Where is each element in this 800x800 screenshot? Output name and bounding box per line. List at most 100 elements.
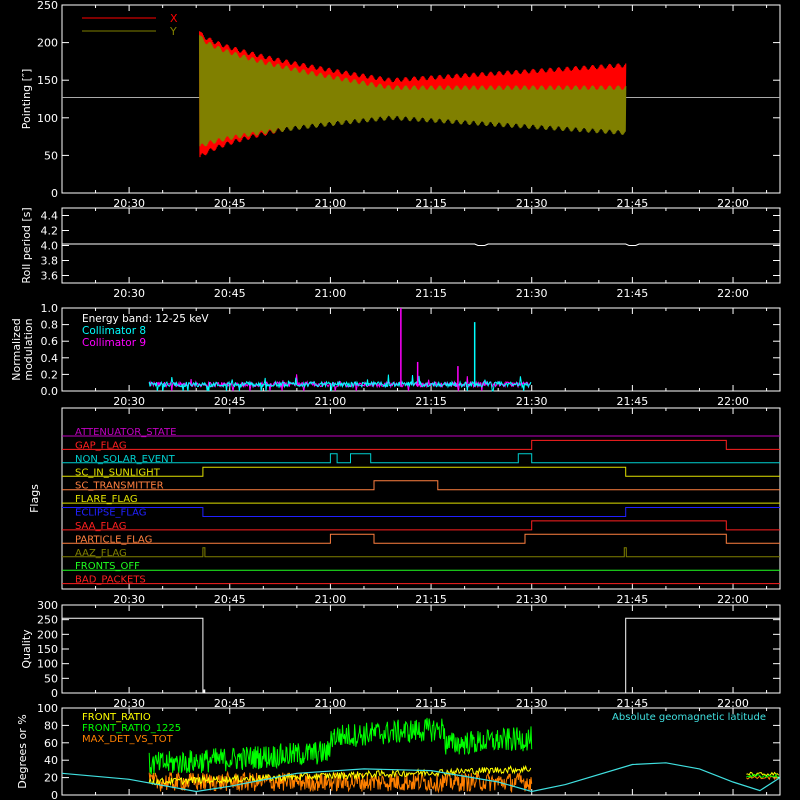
quality-line (62, 617, 204, 693)
pointing-xtick-label: 22:00 (717, 197, 749, 210)
roll-period-line (62, 243, 780, 246)
bottom-ytick-label: 60 (44, 737, 58, 750)
pointing-frame (61, 4, 781, 194)
pointing-xtick-label: 20:45 (214, 197, 246, 210)
flag-label: NON_SOLAR_EVENT (75, 454, 176, 465)
modulation-xtick-label: 21:15 (415, 395, 447, 408)
quality-ytick-label: 100 (37, 658, 58, 671)
flag-line-eclipse-flag (62, 507, 780, 517)
modulation-xtick-label: 22:00 (717, 395, 749, 408)
series-geomag-latitude (61, 762, 781, 793)
modulation-xtick-label: 21:30 (516, 395, 548, 408)
quality-ytick-label: 250 (37, 614, 58, 627)
pointing-series-X (199, 31, 627, 158)
flag-label: FLARE_FLAG (75, 494, 138, 505)
roll-frame (61, 207, 781, 284)
flags-frame (61, 407, 781, 590)
flag-label: AAZ_FLAG (75, 548, 127, 559)
bottom-ytick-label: 20 (44, 772, 58, 785)
pointing-ytick-label: 200 (37, 37, 58, 50)
pointing-legend-label: X (170, 12, 178, 25)
bottom-ylabel: Degrees or % (16, 714, 29, 788)
modulation-xtick-label: 20:45 (214, 395, 246, 408)
roll-xtick-label: 21:15 (415, 287, 447, 300)
series-tail (746, 771, 780, 777)
flags-ylabel: Flags (28, 484, 41, 513)
pointing-xtick-label: 21:30 (516, 197, 548, 210)
modulation-ytick-label: 0.4 (41, 352, 59, 365)
flag-label: FRONTS_OFF (75, 561, 140, 572)
quality-xtick-label: 21:00 (315, 697, 347, 710)
series-front-ratio-1225 (148, 717, 533, 775)
flag-label: ECLIPSE_FLAG (75, 508, 146, 519)
flag-label: ATTENUATOR_STATE (75, 427, 176, 438)
roll-ytick-label: 4.4 (41, 210, 59, 223)
pointing-ytick-label: 100 (37, 112, 58, 125)
modulation-xtick-label: 20:30 (113, 395, 145, 408)
modulation-legend-label: Collimator 9 (82, 337, 146, 349)
modulation-series-collimator-8 (148, 374, 532, 392)
roll-xtick-label: 21:30 (516, 287, 548, 300)
roll-ytick-label: 4.2 (41, 225, 59, 238)
roll-xtick-label: 20:30 (113, 287, 145, 300)
bottom-ytick-label: 40 (44, 754, 58, 767)
pointing-xtick-label: 20:30 (113, 197, 145, 210)
roll-ytick-label: 4.0 (41, 240, 59, 253)
roll-xtick-label: 20:45 (214, 287, 246, 300)
flags-xtick-label: 21:00 (315, 593, 347, 606)
quality-xtick-label: 20:45 (214, 697, 246, 710)
pointing-legend-label: Y (169, 25, 177, 38)
quality-xtick-label: 20:30 (113, 697, 145, 710)
flag-line-gap-flag (62, 439, 780, 450)
flags-xtick-label: 21:30 (516, 593, 548, 606)
quality-xtick-label: 21:45 (617, 697, 649, 710)
series-max-det-vs-tot (148, 770, 533, 794)
pointing-ylabel: Pointing [″] (20, 69, 33, 130)
bottom-ytick-label: 80 (44, 719, 58, 732)
quality-ylabel: Quality (20, 629, 33, 669)
modulation-ytick-label: 0.8 (41, 319, 59, 332)
bottom-legend-label: FRONT_RATIO (82, 712, 151, 723)
modulation-ylabel-2: modulation (22, 318, 35, 380)
quality-xtick-label: 21:30 (516, 697, 548, 710)
flags-xtick-label: 20:45 (214, 593, 246, 606)
pointing-ytick-label: 50 (44, 149, 58, 162)
modulation-ytick-label: 0.2 (41, 368, 59, 381)
flags-xtick-label: 21:45 (617, 593, 649, 606)
flag-label: SC_IN_SUNLIGHT (75, 467, 161, 478)
bottom-ytick-label: 0 (51, 789, 58, 800)
modulation-legend-label: Collimator 8 (82, 325, 146, 337)
quality-xtick-label: 21:15 (415, 697, 447, 710)
bottom-ytick-label: 100 (37, 702, 58, 715)
modulation-frame (61, 307, 781, 392)
roll-xtick-label: 21:00 (315, 287, 347, 300)
flag-line-saa-flag (62, 520, 780, 531)
flag-label: SC_TRANSMITTER (75, 481, 164, 492)
modulation-xtick-label: 21:00 (315, 395, 347, 408)
flag-line-particle-flag (62, 533, 780, 544)
pointing-series-Y (199, 35, 627, 147)
modulation-legend-label: Energy band: 12-25 keV (82, 313, 209, 325)
modulation-ytick-label: 1.0 (41, 302, 59, 315)
roll-xtick-label: 22:00 (717, 287, 749, 300)
quality-ytick-label: 50 (44, 672, 58, 685)
pointing-xtick-label: 21:15 (415, 197, 447, 210)
modulation-ytick-label: 0.6 (41, 335, 59, 348)
bottom-legend-label: MAX_DET_VS_TOT (82, 734, 174, 745)
pointing-ytick-label: 150 (37, 74, 58, 87)
series-front-ratio (148, 764, 532, 787)
flag-label: PARTICLE_FLAG (75, 534, 152, 545)
roll-ytick-label: 3.8 (41, 255, 59, 268)
modulation-ytick-label: 0.0 (41, 385, 59, 398)
quality-line (625, 617, 780, 693)
roll-xtick-label: 21:45 (617, 287, 649, 300)
bottom-frame (61, 707, 781, 796)
flags-xtick-label: 22:00 (717, 593, 749, 606)
series-tail (746, 773, 779, 778)
flags-xtick-label: 21:15 (415, 593, 447, 606)
flag-line-sc-in-sunlight (62, 466, 780, 477)
modulation-ylabel-1: Normalized (10, 318, 23, 380)
quality-ytick-label: 0 (51, 687, 58, 700)
flag-line-non-solar-event (62, 453, 780, 464)
